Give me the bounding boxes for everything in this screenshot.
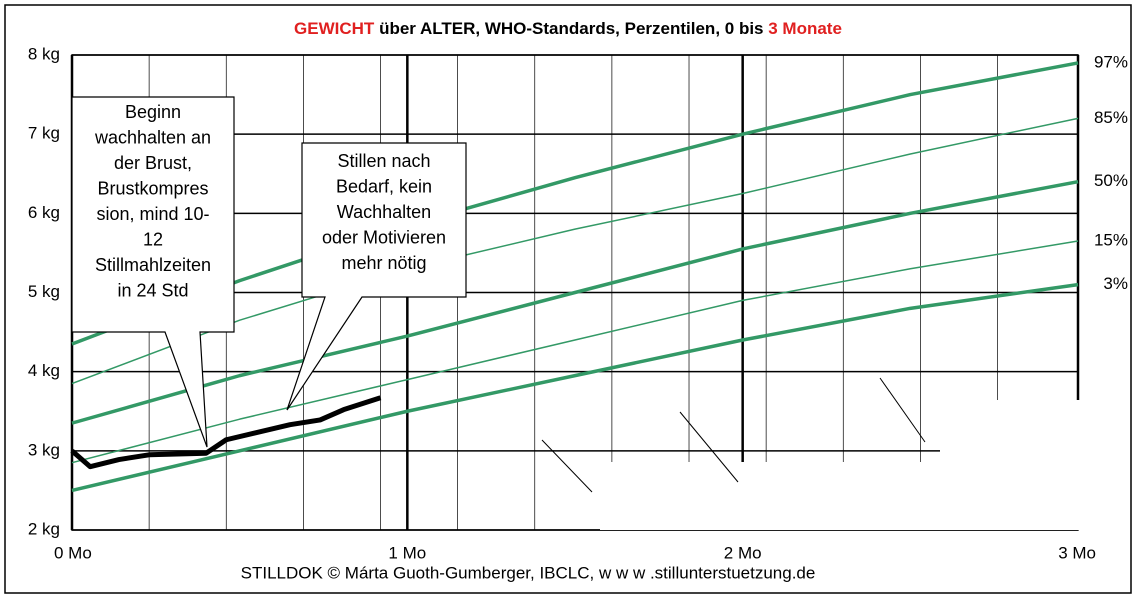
annotation-line: mehr nötig (341, 253, 426, 273)
annotation-line: oder Motivieren (322, 227, 446, 247)
y-tick-label: 7 kg (28, 124, 60, 143)
y-tick-label: 8 kg (28, 44, 60, 63)
y-tick-label: 6 kg (28, 203, 60, 222)
y-tick-label: 4 kg (28, 361, 60, 380)
series-label: 97% (1094, 52, 1128, 71)
annotation-line: Bedarf, kein (336, 176, 432, 196)
annotation-line: Stillmahlzeiten (95, 255, 211, 275)
chart-title: GEWICHT über ALTER, WHO-Standards, Perze… (294, 19, 842, 38)
y-tick-label: 2 kg (28, 519, 60, 538)
series-label: 15% (1094, 231, 1128, 250)
footer: STILLDOK © Márta Guoth-Gumberger, IBCLC,… (241, 563, 816, 582)
annotation-line: in 24 Std (117, 280, 188, 300)
callout: Beginn wachhalten an der Brust, Brustkompre… (71, 96, 235, 448)
percentile-line (71, 179, 1079, 425)
percentile-line (71, 117, 1079, 385)
annotation-line: Stillen nach (337, 151, 430, 171)
percentile-line (71, 282, 1079, 493)
x-tick-label: 1 Mo (388, 543, 426, 562)
y-tick-label: 5 kg (28, 282, 60, 301)
percentile-line (71, 61, 1079, 346)
annotation-line: der Brust, (114, 153, 192, 173)
callout: Stillen nach Bedarf, kein Wachhalten oder M… (286, 142, 467, 411)
x-tick-label: 2 Mo (724, 543, 762, 562)
series-label: 3% (1103, 274, 1128, 293)
annotation-line: 12 (143, 229, 163, 249)
decor (541, 377, 1080, 530)
series-label: 50% (1094, 171, 1128, 190)
x-tick-label: 3 Mo (1058, 543, 1096, 562)
annotation-line: wachhalten an (94, 127, 211, 147)
annotation-line: Brustkompres (97, 178, 208, 198)
x-tick-label: 0 Mo (54, 543, 92, 562)
y-tick-label: 3 kg (28, 440, 60, 459)
annotation-line: sion, mind 10- (96, 204, 209, 224)
child-weight-line (70, 395, 382, 470)
series-label: 85% (1094, 108, 1128, 127)
annotation-line: Beginn (125, 102, 181, 122)
annotation-line: Wachhalten (337, 202, 431, 222)
percentile-line (71, 240, 1079, 464)
